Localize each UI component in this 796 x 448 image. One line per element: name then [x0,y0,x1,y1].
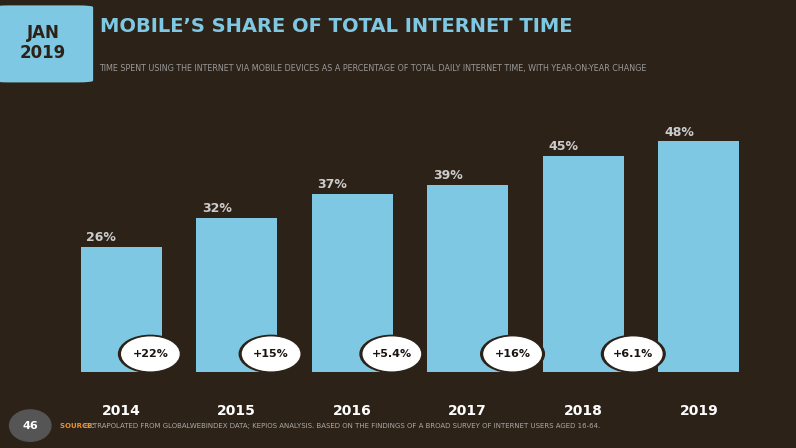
Bar [427,185,508,372]
Text: MOBILE’S SHARE OF TOTAL INTERNET TIME: MOBILE’S SHARE OF TOTAL INTERNET TIME [100,17,572,36]
Text: 32%: 32% [202,202,232,215]
Text: 48%: 48% [664,125,694,138]
Text: 46: 46 [22,421,38,431]
Text: 45%: 45% [548,140,579,153]
Bar [658,142,739,372]
Text: EXTRAPOLATED FROM GLOBALWEBINDEX DATA; KEPIOS ANALYSIS. BASED ON THE FINDINGS OF: EXTRAPOLATED FROM GLOBALWEBINDEX DATA; K… [84,422,600,429]
Bar [543,156,624,372]
Text: 26%: 26% [87,231,116,244]
Bar [196,218,277,372]
Bar [80,247,162,372]
Ellipse shape [10,410,51,441]
Text: 39%: 39% [433,169,462,182]
Text: +5.4%: +5.4% [372,349,412,359]
Text: SOURCE:: SOURCE: [60,422,97,429]
Text: 37%: 37% [318,178,347,191]
Text: +6.1%: +6.1% [613,349,654,359]
Text: +16%: +16% [494,349,531,359]
Bar [312,194,392,372]
Text: TIME SPENT USING THE INTERNET VIA MOBILE DEVICES AS A PERCENTAGE OF TOTAL DAILY : TIME SPENT USING THE INTERNET VIA MOBILE… [100,64,647,73]
Text: +22%: +22% [132,349,168,359]
FancyBboxPatch shape [0,5,93,82]
Text: +15%: +15% [253,349,289,359]
Text: JAN
2019: JAN 2019 [20,24,66,62]
